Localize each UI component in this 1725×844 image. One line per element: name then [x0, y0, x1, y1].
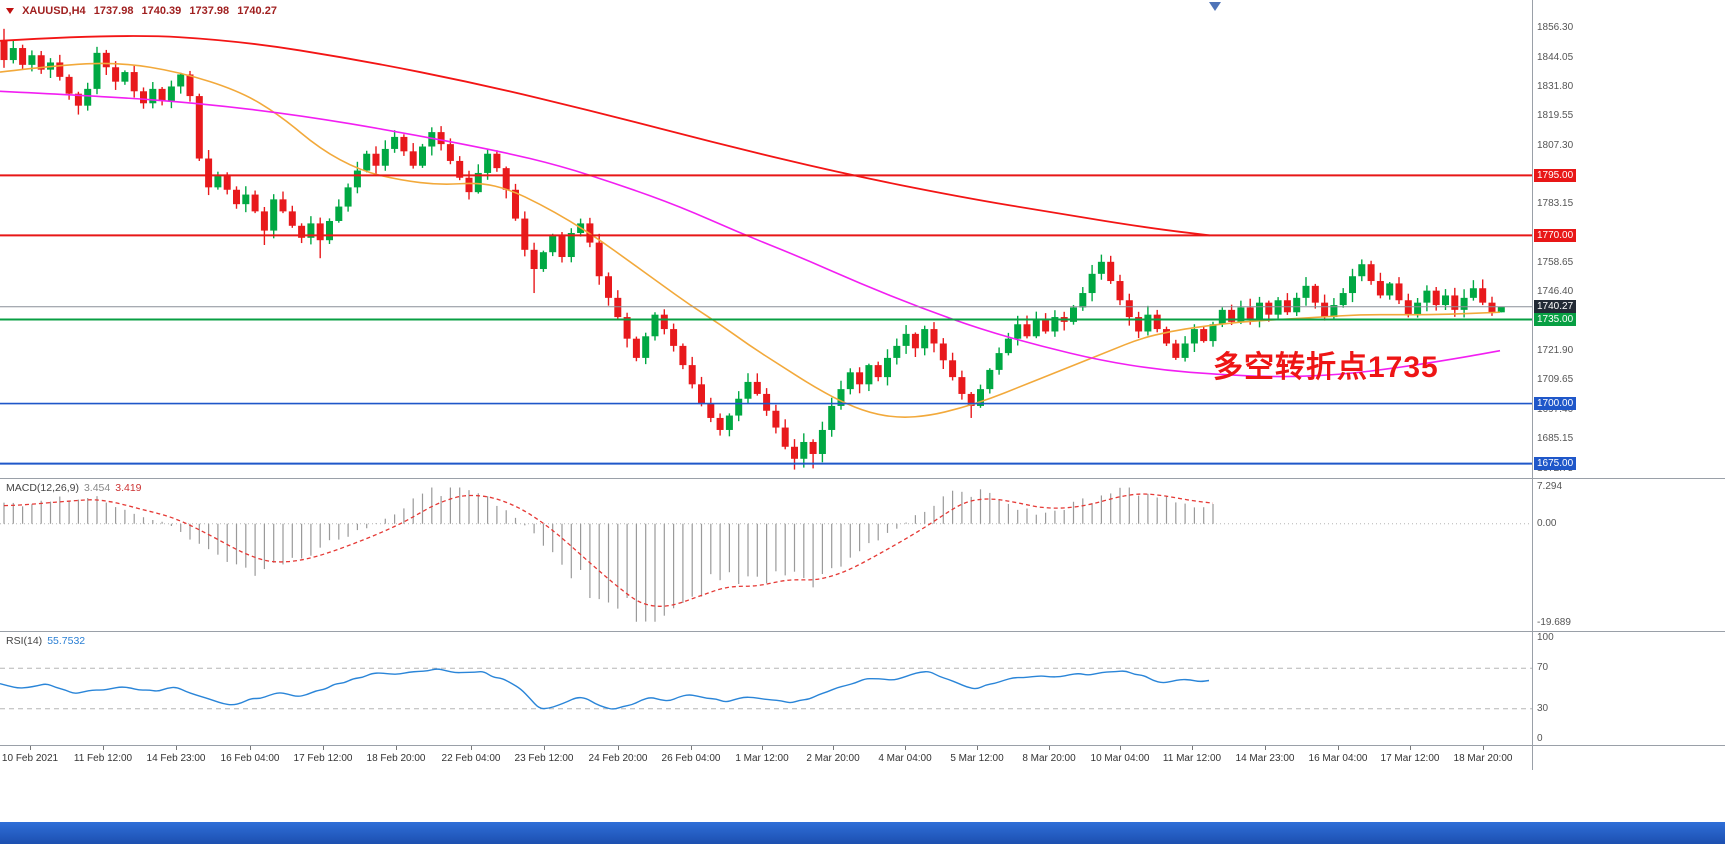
- time-tick: [762, 746, 763, 750]
- price-axis-label: 1685.15: [1537, 433, 1574, 445]
- quote-close: 1740.27: [237, 5, 277, 17]
- price-axis-label: 1844.05: [1537, 51, 1574, 63]
- macd-label: MACD(12,26,9): [6, 482, 79, 494]
- price-axis-label: 1783.15: [1537, 197, 1574, 209]
- price-axis-label: 1807.30: [1537, 139, 1574, 151]
- time-label: 4 Mar 04:00: [878, 753, 932, 764]
- time-label: 8 Mar 20:00: [1022, 753, 1076, 764]
- price-chart-canvas[interactable]: [0, 0, 1725, 478]
- price-axis-label: 1746.40: [1537, 286, 1574, 298]
- time-tick: [1265, 746, 1266, 750]
- price-axis-label: 1721.90: [1537, 344, 1574, 356]
- time-label: 22 Feb 04:00: [441, 753, 501, 764]
- price-axis-label: 1856.30: [1537, 22, 1574, 34]
- macd-axis-label: 7.294: [1537, 481, 1563, 492]
- time-tick: [1410, 746, 1411, 750]
- macd-value-main: 3.454: [83, 482, 111, 494]
- bottom-spacer: [0, 770, 1725, 822]
- symbol-period: XAUUSD,H4: [22, 5, 86, 17]
- time-tick: [471, 746, 472, 750]
- quote-high: 1740.39: [141, 5, 182, 17]
- time-label: 17 Feb 12:00: [293, 753, 353, 764]
- time-label: 2 Mar 20:00: [806, 753, 860, 764]
- price-axis-label: 1831.80: [1537, 80, 1574, 92]
- MA-long-magenta: [0, 90, 1501, 378]
- time-tick: [905, 746, 906, 750]
- time-tick: [1338, 746, 1339, 750]
- price-axis-label: 1709.65: [1537, 374, 1574, 386]
- time-tick: [1120, 746, 1121, 750]
- time-tick: [30, 746, 31, 750]
- rsi-label: RSI(14): [6, 635, 43, 647]
- time-label: 11 Mar 12:00: [1162, 753, 1222, 764]
- time-tick: [833, 746, 834, 750]
- macd-value-signal: 3.419: [115, 482, 142, 494]
- time-tick: [977, 746, 978, 750]
- annotation-text: 多空转折点1735: [1213, 351, 1439, 384]
- rsi-axis-label: 100: [1537, 632, 1554, 643]
- symbol-marker-icon: [6, 8, 14, 14]
- macd-signal-line: [3, 493, 1214, 607]
- time-tick: [618, 746, 619, 750]
- rsi-axis-label: 70: [1537, 662, 1549, 674]
- MA-slow-red: [0, 35, 1211, 237]
- price-level-badge: 1795.00: [1534, 168, 1577, 182]
- time-tick: [691, 746, 692, 750]
- time-label: 11 Feb 12:00: [73, 753, 133, 764]
- time-label: 24 Feb 20:00: [588, 753, 648, 764]
- time-label: 26 Feb 04:00: [661, 753, 721, 764]
- chart-shift-marker-icon[interactable]: [1209, 2, 1221, 11]
- price-panel[interactable]: XAUUSD,H4 1737.98 1740.39 1737.98 1740.2…: [0, 0, 1725, 479]
- price-level-badge: 1675.00: [1534, 457, 1577, 471]
- MA-mid-orange: [0, 62, 1501, 418]
- time-tick: [1049, 746, 1050, 750]
- time-label: 10 Feb 2021: [1, 753, 59, 764]
- quote-line: XAUUSD,H4 1737.98 1740.39 1737.98 1740.2…: [6, 5, 282, 17]
- rsi-chart-canvas[interactable]: [0, 632, 1725, 745]
- time-tick: [250, 746, 251, 750]
- time-label: 17 Mar 12:00: [1380, 753, 1440, 764]
- time-label: 16 Mar 04:00: [1308, 753, 1368, 764]
- price-level-badge: 1700.00: [1534, 397, 1577, 411]
- time-label: 14 Mar 23:00: [1235, 753, 1295, 764]
- time-tick: [1192, 746, 1193, 750]
- macd-label-line: MACD(12,26,9) 3.454 3.419: [6, 482, 142, 494]
- price-level-badge: 1740.27: [1534, 300, 1577, 314]
- time-tick: [323, 746, 324, 750]
- price-level-badge: 1770.00: [1534, 228, 1577, 242]
- quote-open: 1737.98: [93, 5, 134, 17]
- rsi-panel[interactable]: RSI(14) 55.7532: [0, 632, 1725, 746]
- price-axis-label: 1819.55: [1537, 110, 1574, 122]
- time-label: 10 Mar 04:00: [1090, 753, 1150, 764]
- macd-axis-label: -19.689: [1537, 617, 1571, 628]
- quote-low: 1737.98: [189, 5, 230, 17]
- time-tick: [1483, 746, 1484, 750]
- price-level-badge: 1735.00: [1534, 312, 1577, 326]
- time-label: 5 Mar 12:00: [950, 753, 1004, 764]
- time-axis[interactable]: 10 Feb 2021 11 Feb 12:00 14 Feb 23:00 16 Fe…: [0, 746, 1725, 770]
- rsi-line: [0, 668, 1210, 710]
- macd-chart-canvas[interactable]: [0, 479, 1725, 631]
- candles: [0, 28, 1505, 470]
- rsi-value: 55.7532: [47, 635, 86, 647]
- time-tick: [396, 746, 397, 750]
- time-label: 16 Feb 04:00: [220, 753, 280, 764]
- rsi-axis-label: 0: [1537, 733, 1543, 744]
- time-label: 18 Feb 20:00: [366, 753, 426, 764]
- time-label: 14 Feb 23:00: [146, 753, 206, 764]
- rsi-label-line: RSI(14) 55.7532: [6, 635, 85, 647]
- macd-panel[interactable]: MACD(12,26,9) 3.454 3.419: [0, 479, 1725, 632]
- time-label: 1 Mar 12:00: [735, 753, 789, 764]
- taskbar[interactable]: [0, 822, 1725, 844]
- rsi-axis-label: 30: [1537, 702, 1549, 714]
- macd-axis-label: 0.00: [1537, 517, 1557, 529]
- time-label: 23 Feb 12:00: [514, 753, 574, 764]
- time-tick: [544, 746, 545, 750]
- price-axis-separator: [1532, 0, 1533, 770]
- time-tick: [103, 746, 104, 750]
- price-axis-label: 1758.65: [1537, 256, 1574, 268]
- time-label: 18 Mar 20:00: [1453, 753, 1513, 764]
- time-tick: [176, 746, 177, 750]
